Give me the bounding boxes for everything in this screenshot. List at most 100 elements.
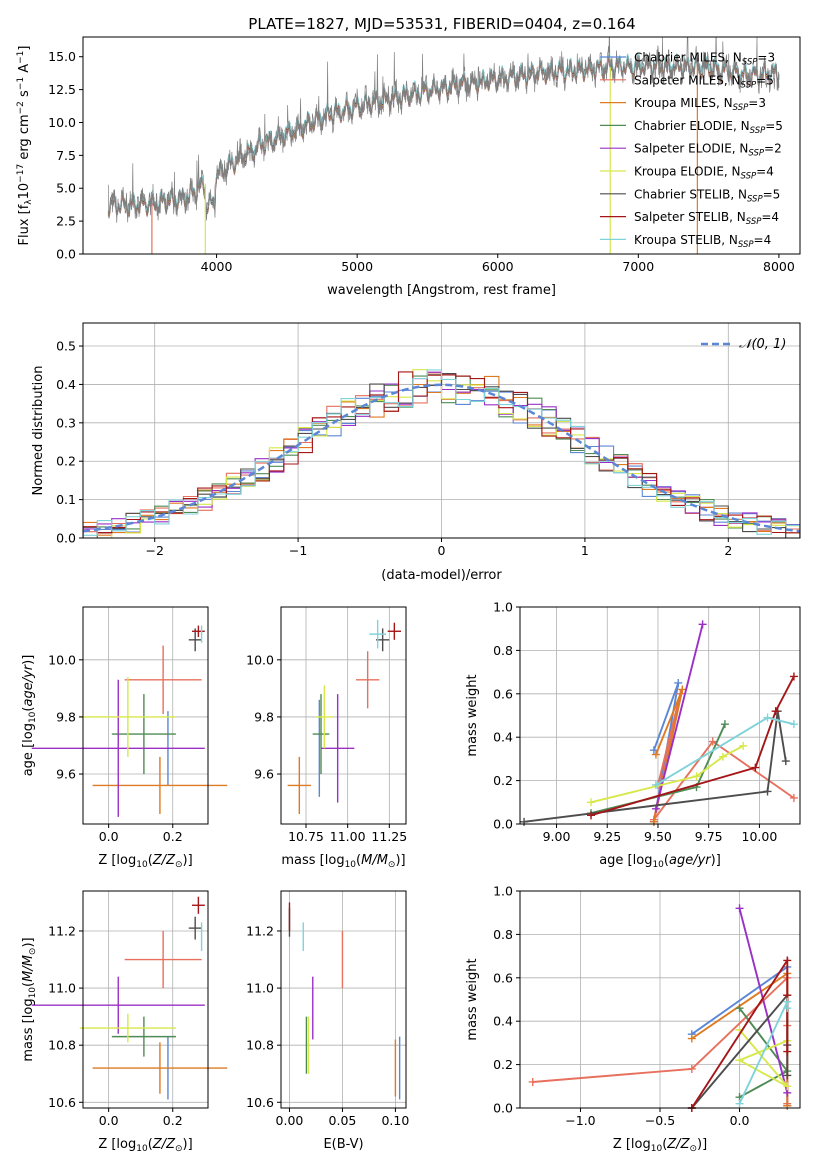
y-tick-label: 0.5 (56, 339, 76, 354)
spectrum-title: PLATE=1827, MJD=53531, FIBERID=0404, z=0… (248, 15, 635, 33)
spectrum-panel: 4000 5000 6000 7000 8000 0.0 2.5 5.0 7.5 10.0 12.5… (16, 36, 801, 298)
y-tick-label: 0.0 (56, 531, 76, 546)
legend-entry: Salpeter MILES, NSSP=5 (634, 73, 774, 90)
errorbar-point (316, 685, 333, 749)
errorbar-point (124, 930, 202, 989)
weight-series (735, 997, 792, 1108)
legend-entry: Chabrier MILES, NSSP=3 (634, 51, 775, 68)
y-tick-label: 0.2 (493, 773, 513, 788)
weight-marker (720, 720, 729, 729)
x-tick-label: 10.75 (288, 829, 324, 844)
errorbar-point (369, 619, 386, 649)
y-tick-label: 0.6 (493, 686, 513, 701)
x-tick-label: 9.75 (695, 829, 723, 844)
residuals-panel: −2 −1 0 1 2 0.0 0.1 0.2 0.3 0.4 0.5 (data-model)/er… (31, 322, 801, 583)
observed-spectrum (107, 37, 780, 223)
y-tick-label: 0.2 (56, 454, 76, 469)
y-axis-label: Flux [fλ10−17 erg cm−2 s−1 A−1] (16, 46, 34, 246)
plot-area (83, 369, 800, 538)
y-tick-label: 0.4 (493, 730, 513, 745)
errorbar-point (191, 625, 205, 637)
normal-curve (83, 383, 800, 533)
weight-marker (687, 1034, 696, 1043)
weight-marker (651, 750, 660, 759)
weight-marker (678, 685, 687, 694)
weight-line (691, 957, 789, 1109)
plot-area (107, 37, 780, 254)
x-tick-label: −0.5 (645, 1113, 675, 1128)
x-tick-label: 9.25 (593, 829, 621, 844)
y-tick-label: 0.3 (56, 415, 76, 430)
y-tick-label: 0.8 (493, 927, 513, 942)
x-tick-label: 10.00 (742, 829, 778, 844)
weight-marker (528, 1077, 537, 1086)
weight-marker (771, 707, 780, 716)
x-tick-label: 11.00 (330, 829, 366, 844)
axes-frame (82, 36, 801, 255)
grid (83, 891, 208, 1108)
weight-marker (687, 1064, 696, 1073)
y-tick-label: 0.4 (56, 377, 76, 392)
weight-line (590, 675, 795, 817)
weight-marker (763, 713, 772, 722)
x-tick-label: 5000 (341, 259, 373, 274)
x-tick-label: 0.00 (276, 1113, 304, 1128)
y-axis-label: Normed distribution (31, 366, 46, 496)
weight-marker (698, 620, 707, 629)
legend-entry: Kroupa STELIB, NSSP=4 (634, 233, 771, 250)
x-tick-label: 11.25 (371, 829, 407, 844)
x-axis-label: (data-model)/error (381, 568, 502, 583)
y-axis-label: mass weight (465, 674, 480, 756)
y-tick-label: 0.8 (493, 643, 513, 658)
x-tick-label: 0.2 (163, 1113, 183, 1128)
y-tick-label: 5.0 (56, 181, 76, 196)
legend: Chabrier MILES, NSSP=3 Salpeter MILES, NS… (600, 51, 783, 250)
weight-marker (708, 737, 717, 746)
weight-marker (789, 672, 798, 681)
weight-line (523, 711, 787, 823)
x-tick-label: 2 (724, 543, 732, 558)
weight-line (738, 908, 789, 1094)
errorbar-point (312, 694, 330, 775)
y-tick-label: 0.6 (493, 970, 513, 985)
legend-entry: Salpeter ELODIE, NSSP=2 (634, 142, 782, 159)
errorbar-point (31, 976, 205, 1034)
x-axis-label: Z [log10(Z/Z⊙)] (98, 1137, 192, 1154)
y-axis-label: mass weight (465, 958, 480, 1040)
x-axis-label: wavelength [Angstrom, rest frame] (327, 283, 556, 298)
axes-frame (82, 606, 209, 825)
x-tick-label: 6000 (482, 259, 514, 274)
errorbar-point (287, 756, 311, 815)
grid (281, 607, 406, 824)
weight-marker (587, 798, 596, 807)
x-axis-label: Z [log10(Z/Z⊙)] (98, 853, 192, 870)
x-axis-label: E(B-V) (323, 1137, 363, 1152)
x-axis-label: Z [log10(Z/Z⊙)] (613, 1137, 707, 1154)
weight-line (654, 624, 704, 810)
weight-marker (789, 793, 798, 802)
weight-marker (783, 1071, 792, 1080)
y-tick-label: 0.1 (56, 492, 76, 507)
y-tick-label: 11.2 (246, 923, 274, 938)
errorbar-point (188, 628, 202, 652)
y-tick-label: 0.4 (493, 1014, 513, 1029)
errorbar-point (111, 1016, 176, 1057)
weight-marker (783, 1004, 792, 1013)
y-tick-label: 10.6 (246, 1095, 274, 1110)
errorbar-point (31, 679, 205, 817)
y-tick-label: 10.8 (246, 1038, 274, 1053)
weight-marker (783, 1082, 792, 1091)
errorbar-point (92, 1042, 228, 1094)
age-vs-metallicity-panel: 0.0 0.2 9.6 9.8 10.0 Z [log10(Z/Z⊙)] age [log1… (21, 606, 228, 870)
y-tick-label: 1.0 (493, 600, 513, 615)
y-tick-label: 1.0 (493, 884, 513, 899)
y-tick-label: 2.5 (56, 214, 76, 229)
axes-frame (280, 890, 407, 1109)
y-tick-label: 11.2 (48, 923, 76, 938)
y-tick-label: 9.6 (56, 767, 76, 782)
x-tick-label: −1.0 (565, 1113, 595, 1128)
x-tick-label: 0.10 (381, 1113, 409, 1128)
mass-weight-vs-metallicity-panel: −1.0 −0.5 0.0 0.0 0.2 0.4 0.6 0.8 1.0 Z [log10(Z/… (465, 884, 801, 1154)
weight-line (590, 745, 744, 804)
